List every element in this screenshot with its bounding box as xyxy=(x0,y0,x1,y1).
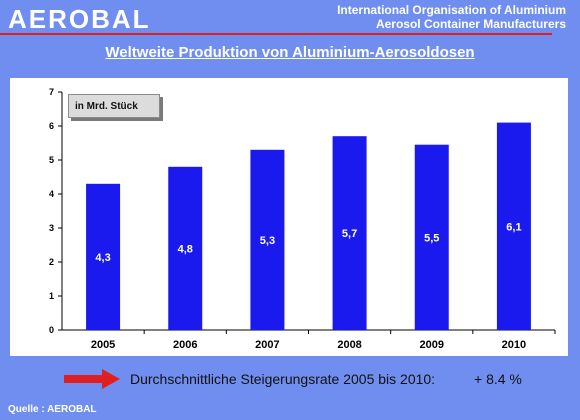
growth-rate-text: Durchschnittliche Steigerungsrate 2005 b… xyxy=(130,371,436,387)
bar-2010 xyxy=(496,122,531,330)
y-tick-label: 0 xyxy=(49,325,54,335)
x-tick-label: 2006 xyxy=(173,339,197,351)
bar-2005 xyxy=(86,183,121,330)
growth-rate-row: Durchschnittliche Steigerungsrate 2005 b… xyxy=(0,368,580,392)
x-tick-label: 2007 xyxy=(255,339,279,351)
bar-2006 xyxy=(168,166,203,330)
x-tick-label: 2005 xyxy=(91,339,115,351)
organisation-name: International Organisation of Aluminium … xyxy=(337,3,566,31)
growth-rate-value: + 8.4 % xyxy=(474,371,522,387)
source-note: Quelle : AEROBAL xyxy=(8,404,97,415)
bar-2009 xyxy=(414,144,449,330)
red-arrow-icon xyxy=(64,369,120,389)
x-tick-label: 2010 xyxy=(502,339,526,351)
aerobal-logo: AEROBAL xyxy=(8,4,151,34)
bar-value-label: 5,7 xyxy=(342,228,357,240)
y-tick-label: 4 xyxy=(49,189,54,199)
unit-label: in Mrd. Stück xyxy=(68,94,160,118)
bar-2008 xyxy=(332,136,367,330)
org-line-1: International Organisation of Aluminium xyxy=(337,3,566,17)
x-tick-label: 2008 xyxy=(337,339,361,351)
header-divider xyxy=(0,33,552,35)
bar-value-label: 5,5 xyxy=(424,232,439,244)
x-tick-label: 2009 xyxy=(420,339,444,351)
bar-value-label: 5,3 xyxy=(260,235,275,247)
y-tick-label: 6 xyxy=(49,121,54,131)
bar-value-label: 4,3 xyxy=(95,252,110,264)
y-tick-label: 2 xyxy=(49,257,54,267)
bar-chart: 0 1 2 3 4 5 6 7 4,3 2005 4,8 2006 5,3 2007 5,7 2008 5,5 2… xyxy=(49,87,556,351)
y-tick-label: 7 xyxy=(49,87,54,97)
bar-2007 xyxy=(250,149,285,330)
y-tick-label: 1 xyxy=(49,291,54,301)
y-tick-label: 5 xyxy=(49,155,54,165)
chart-title: Weltweite Produktion von Aluminium-Aeros… xyxy=(105,44,475,61)
chart-panel: 0 1 2 3 4 5 6 7 4,3 2005 4,8 2006 5,3 2007 5,7 2008 5,5 2… xyxy=(10,78,568,356)
bar-value-label: 6,1 xyxy=(506,221,521,233)
org-line-2: Aerosol Container Manufacturers xyxy=(375,17,566,31)
y-tick-label: 3 xyxy=(49,223,54,233)
bar-value-label: 4,8 xyxy=(178,243,193,255)
